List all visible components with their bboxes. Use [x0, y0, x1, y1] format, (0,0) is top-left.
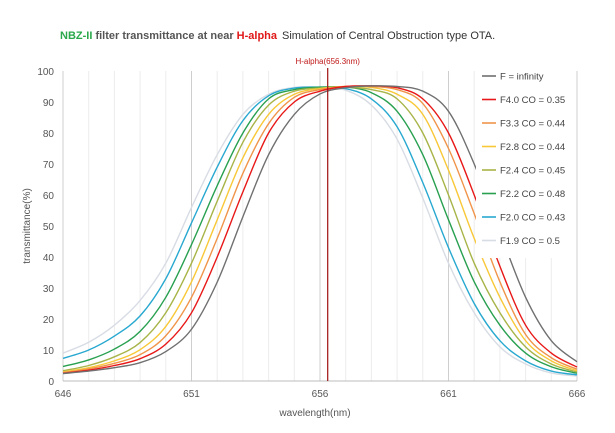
legend-label: F3.3 CO = 0.44: [500, 119, 565, 130]
series-line: [62, 85, 578, 374]
legend-label: F = infinity: [500, 72, 544, 83]
series-line: [62, 85, 578, 373]
legend-label: F1.9 CO = 0.5: [500, 236, 560, 247]
y-tick-label: 100: [37, 67, 54, 78]
chart-title-part3: H-alpha: [236, 30, 278, 42]
x-tick-label: 661: [440, 389, 457, 400]
x-tick-label: 656: [312, 389, 329, 400]
axis-layer: 646 651 656 661 666 0 10 20 30 40 50 60 70 80 90 100: [37, 67, 585, 400]
y-tick-label: 20: [43, 315, 55, 326]
legend-label: F2.8 CO = 0.44: [500, 142, 565, 153]
y-tick-label: 70: [43, 160, 55, 171]
h-alpha-label: H-alpha(656.3nm): [295, 57, 360, 66]
chart-title-part2: filter transmittance at near: [92, 30, 237, 42]
x-tick-label: 651: [183, 389, 200, 400]
y-tick-label: 30: [43, 284, 55, 295]
x-tick-label: 666: [569, 389, 586, 400]
x-axis-label: wavelength(nm): [278, 408, 350, 419]
chart-title-part1: NBZ-II: [60, 30, 93, 42]
y-tick-label: 0: [48, 377, 54, 388]
legend-label: F2.4 CO = 0.45: [500, 166, 565, 177]
x-tick-label: 646: [55, 389, 72, 400]
legend-label: F2.2 CO = 0.48: [500, 189, 565, 200]
legend-label: F2.0 CO = 0.43: [500, 213, 565, 224]
y-tick-label: 80: [43, 129, 55, 140]
series-line: [62, 85, 578, 374]
chart-subtitle: Simulation of Central Obstruction type O…: [282, 30, 496, 42]
chart-title: NBZ-II filter transmittance at near H-al…: [60, 30, 495, 42]
y-tick-label: 10: [43, 346, 55, 357]
y-axis-label: transmittance(%): [22, 188, 33, 264]
legend-background: [476, 66, 572, 258]
annotation-layer: H-alpha(656.3nm): [295, 57, 360, 381]
legend-label: F4.0 CO = 0.35: [500, 95, 565, 106]
y-tick-label: 60: [43, 191, 55, 202]
y-tick-label: 50: [43, 222, 55, 233]
y-tick-label: 40: [43, 253, 55, 264]
y-tick-label: 90: [43, 98, 55, 109]
legend-layer: F = infinity F4.0 CO = 0.35 F3.3 CO = 0.44…: [476, 66, 572, 258]
